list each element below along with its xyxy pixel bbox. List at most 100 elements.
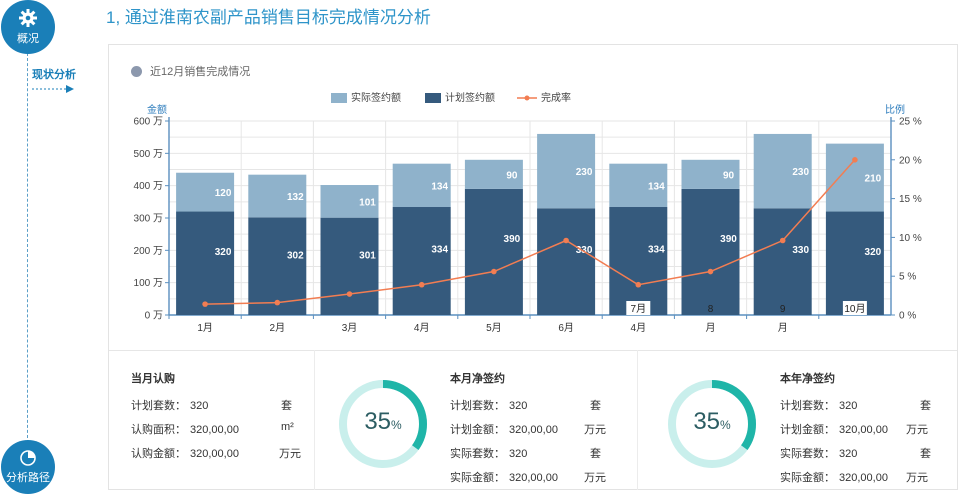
x-tick-label: 月 [778, 322, 788, 334]
info-row: 实际套数： 320 套 [450, 445, 630, 461]
row-value: 320,00,00 [509, 424, 558, 436]
rate-point [202, 301, 208, 307]
nav-overview-button[interactable]: 概况 [1, 0, 55, 54]
legend-swatch-plan [425, 93, 441, 103]
row-label: 计划套数： [450, 400, 505, 412]
info-row: 实际套数： 320 套 [780, 445, 955, 461]
row-value: 320 [839, 400, 858, 412]
arrow-right-icon [32, 85, 74, 93]
rate-point [852, 157, 858, 163]
donut-chart [339, 380, 427, 468]
donut-percent-symbol: % [391, 418, 402, 432]
bar-actual-label: 90 [723, 170, 735, 181]
row-unit: 套 [590, 448, 601, 460]
right-tick-label: 0 % [899, 311, 916, 322]
panel-title: 本月净签约 [450, 373, 505, 385]
row-label: 实际套数： [450, 448, 505, 460]
left-tick-label: 500 万 [134, 149, 163, 160]
bar-plan [825, 211, 884, 315]
left-tick-label: 400 万 [134, 181, 163, 192]
info-row: 实际金额： 320,00,00 万元 [450, 469, 630, 485]
nav-overview-label: 概况 [17, 33, 39, 45]
nav-analysis-path-button[interactable]: 分析路径 [1, 440, 55, 494]
left-tick-label: 100 万 [134, 278, 163, 289]
row-label: 认购面积： [131, 424, 186, 436]
row-unit: 万元 [279, 448, 301, 460]
bar-actual-label: 120 [215, 188, 232, 199]
overlay-label: 9 [780, 304, 786, 315]
row-value: 320,00,00 [839, 472, 888, 484]
info-row: 认购金额： 320,00,00 万元 [131, 445, 306, 461]
y-axis-left-title: 金额 [147, 103, 167, 116]
row-value: 320,00,00 [190, 448, 239, 460]
left-tick-label: 600 万 [134, 117, 163, 128]
donut-percent: 35% [337, 408, 429, 436]
rate-point [635, 281, 642, 288]
info-row: 认购面积： 320,00,00 m² [131, 421, 306, 437]
nav-current-analysis-link[interactable]: 现状分析 [32, 69, 76, 81]
info-row: 计划套数： 320 套 [450, 397, 630, 413]
bar-plan [320, 217, 379, 315]
row-label: 计划套数： [131, 400, 186, 412]
bar-actual [176, 172, 235, 212]
bar-actual-label: 101 [359, 197, 376, 208]
bar-actual [609, 163, 668, 208]
row-value: 320,00,00 [839, 424, 888, 436]
rate-point [779, 237, 786, 244]
bar-actual [825, 143, 884, 212]
row-value: 320 [509, 400, 528, 412]
row-unit: 套 [590, 400, 601, 412]
page-title: 1, 通过淮南农副产品销售目标完成情况分析 [106, 8, 431, 27]
rate-point [707, 268, 714, 275]
legend-marker-rate [524, 95, 530, 101]
rate-point [346, 291, 353, 297]
info-row: 计划金额： 320,00,00 万元 [780, 421, 955, 437]
right-tick-label: 25 % [899, 117, 922, 128]
pie-chart-icon [20, 450, 36, 466]
legend-swatch-actual [331, 93, 347, 103]
overlay-label-box [842, 301, 867, 315]
bar-plan-label: 390 [720, 234, 737, 245]
bar-actual-label: 230 [576, 167, 593, 178]
bar-plan [392, 207, 451, 315]
right-tick-label: 10 % [899, 233, 922, 244]
bar-actual [681, 159, 740, 189]
legend-label-actual: 实际签约额 [351, 91, 401, 104]
bar-actual [753, 133, 812, 209]
row-unit: 套 [281, 400, 292, 412]
analysis-card: 近12月销售完成情况 金额 比例 0 万 100 万 200 万 300 万 400 万 50… [108, 44, 958, 490]
overlay-label-box [626, 301, 651, 315]
row-unit: 万元 [584, 472, 606, 484]
row-label: 实际金额： [450, 472, 505, 484]
panel-year-net-signing: 35% 本年净签约 计划套数： 320 套 计划金额： 320,00,00 万元 实… [637, 350, 959, 490]
panel-month-net-signing: 35% 本月净签约 计划套数： 320 套 计划金额： 320,00,00 万元 实… [314, 350, 637, 490]
rate-point [274, 299, 281, 306]
section-divider [109, 350, 957, 351]
info-row: 计划金额： 320,00,00 万元 [450, 421, 630, 437]
bar-actual-label: 134 [431, 181, 448, 192]
bar-actual [248, 174, 307, 218]
bar-actual-label: 230 [792, 167, 809, 178]
gear-icon [19, 9, 37, 27]
chart-header: 近12月销售完成情况 [131, 63, 250, 79]
left-tick-label: 300 万 [134, 214, 163, 225]
bar-actual [537, 133, 596, 209]
bar-plan-label: 330 [792, 245, 809, 256]
info-row: 实际金额： 320,00,00 万元 [780, 469, 955, 485]
row-label: 计划金额： [450, 424, 505, 436]
x-tick-label: 2月 [270, 322, 286, 334]
info-row: 计划套数： 320 套 [131, 397, 306, 413]
bar-plan [248, 217, 307, 315]
row-label: 实际金额： [780, 472, 835, 484]
legend-label-plan: 计划签约额 [445, 91, 495, 104]
row-unit: 套 [920, 400, 931, 412]
overlay-label: 8 [708, 304, 714, 315]
row-label: 认购金额： [131, 448, 186, 460]
bar-actual-label: 132 [287, 192, 304, 203]
row-unit: 套 [920, 448, 931, 460]
row-value: 320,00,00 [509, 472, 558, 484]
x-tick-label: 1月 [197, 322, 213, 334]
row-label: 计划金额： [780, 424, 835, 436]
overlay-label: 10月 [844, 303, 865, 315]
rail-line [27, 48, 28, 448]
